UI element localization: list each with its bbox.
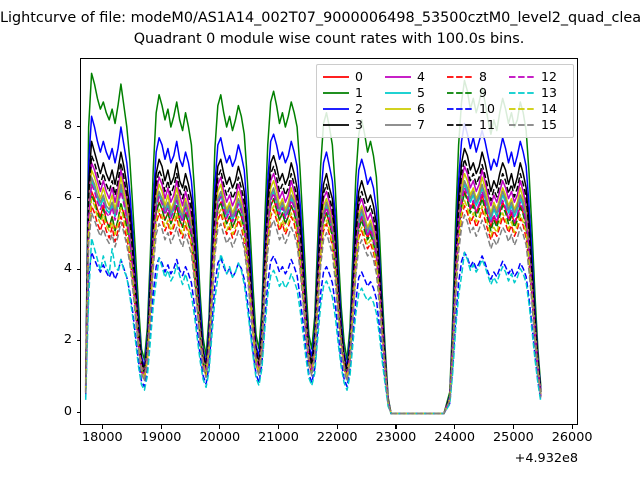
y-tick-label: 4 (63, 260, 72, 276)
y-tick-mark (76, 268, 80, 270)
x-tick-label: 18000 (81, 430, 123, 445)
legend-label-8: 8 (479, 68, 487, 84)
y-tick-mark (76, 125, 80, 127)
legend-swatch-6 (384, 104, 412, 114)
legend-label-1: 1 (355, 84, 363, 100)
legend-grid: 0 4 8 12 1 5 9 13 2 6 10 14 3 7 11 15 (322, 69, 568, 133)
legend-entry-14[interactable]: 14 (508, 101, 568, 117)
series-line-11 (84, 154, 542, 415)
series-line-12 (84, 183, 542, 415)
suptitle-text: Lightcurve of file: modeM0/AS1A14_002T07… (0, 10, 640, 26)
x-tick-label: 23000 (375, 430, 417, 445)
legend-entry-1[interactable]: 1 (322, 85, 382, 101)
y-tick-label: 0 (63, 403, 72, 419)
legend-swatch-7 (384, 120, 412, 130)
y-tick-label: 6 (63, 189, 72, 205)
x-tick-mark (101, 425, 103, 429)
x-tick-mark (395, 425, 397, 429)
legend-label-5: 5 (417, 84, 425, 100)
x-tick-mark (336, 425, 338, 429)
legend-swatch-13 (508, 88, 536, 98)
chart-legend[interactable]: 0 4 8 12 1 5 9 13 2 6 10 14 3 7 11 15 (316, 64, 574, 138)
legend-swatch-12 (508, 72, 536, 82)
series-line-3 (84, 140, 542, 415)
x-tick-label: 19000 (140, 430, 182, 445)
legend-label-4: 4 (417, 68, 425, 84)
legend-label-9: 9 (479, 84, 487, 100)
legend-entry-8[interactable]: 8 (446, 69, 506, 85)
legend-entry-9[interactable]: 9 (446, 85, 506, 101)
x-tick-label: 26000 (551, 430, 593, 445)
x-tick-mark (571, 425, 573, 429)
legend-entry-2[interactable]: 2 (322, 101, 382, 117)
legend-label-2: 2 (355, 100, 363, 116)
legend-label-11: 11 (479, 116, 495, 132)
series-line-15 (84, 212, 542, 415)
legend-swatch-11 (446, 120, 474, 130)
legend-label-14: 14 (541, 100, 557, 116)
legend-entry-0[interactable]: 0 (322, 69, 382, 85)
legend-label-10: 10 (479, 100, 495, 116)
legend-label-0: 0 (355, 68, 363, 84)
legend-entry-7[interactable]: 7 (384, 117, 444, 133)
y-tick-label: 2 (63, 332, 72, 348)
legend-label-12: 12 (541, 68, 557, 84)
x-tick-label: 22000 (316, 430, 358, 445)
x-tick-mark (160, 425, 162, 429)
y-tick-label: 8 (63, 117, 72, 133)
figure-suptitle: Lightcurve of file: modeM0/AS1A14_002T07… (0, 8, 640, 28)
legend-swatch-0 (322, 72, 350, 82)
legend-entry-12[interactable]: 12 (508, 69, 568, 85)
legend-swatch-14 (508, 104, 536, 114)
legend-swatch-3 (322, 120, 350, 130)
legend-label-6: 6 (417, 100, 425, 116)
x-axis-offset-text: +4.932e8 (514, 451, 578, 466)
legend-label-15: 15 (541, 116, 557, 132)
x-tick-label: 20000 (199, 430, 241, 445)
chart-title: Quadrant 0 module wise count rates with … (133, 31, 525, 47)
series-line-13 (84, 237, 542, 415)
x-tick-label: 25000 (493, 430, 534, 445)
legend-entry-5[interactable]: 5 (384, 85, 444, 101)
legend-swatch-4 (384, 72, 412, 82)
series-line-10 (84, 251, 542, 415)
legend-label-7: 7 (417, 116, 425, 132)
x-tick-label: 24000 (434, 430, 476, 445)
legend-entry-15[interactable]: 15 (508, 117, 568, 133)
legend-entry-3[interactable]: 3 (322, 117, 382, 133)
series-line-2 (84, 115, 542, 415)
legend-swatch-2 (322, 104, 350, 114)
x-tick-mark (512, 425, 514, 429)
legend-swatch-9 (446, 88, 474, 98)
y-tick-mark (76, 197, 80, 199)
x-tick-mark (219, 425, 221, 429)
y-tick-mark (76, 340, 80, 342)
legend-entry-11[interactable]: 11 (446, 117, 506, 133)
legend-swatch-8 (446, 72, 474, 82)
legend-entry-13[interactable]: 13 (508, 85, 568, 101)
legend-swatch-15 (508, 120, 536, 130)
legend-entry-6[interactable]: 6 (384, 101, 444, 117)
y-tick-mark (76, 411, 80, 414)
x-tick-label: 21000 (258, 430, 299, 445)
legend-swatch-10 (446, 104, 474, 114)
x-tick-mark (277, 425, 280, 429)
legend-swatch-1 (322, 88, 350, 98)
legend-label-3: 3 (355, 116, 363, 132)
legend-entry-10[interactable]: 10 (446, 101, 506, 117)
legend-label-13: 13 (541, 84, 557, 100)
legend-swatch-5 (384, 88, 412, 98)
x-tick-mark (454, 425, 456, 429)
data-lines-svg (84, 72, 542, 415)
legend-entry-4[interactable]: 4 (384, 69, 444, 85)
